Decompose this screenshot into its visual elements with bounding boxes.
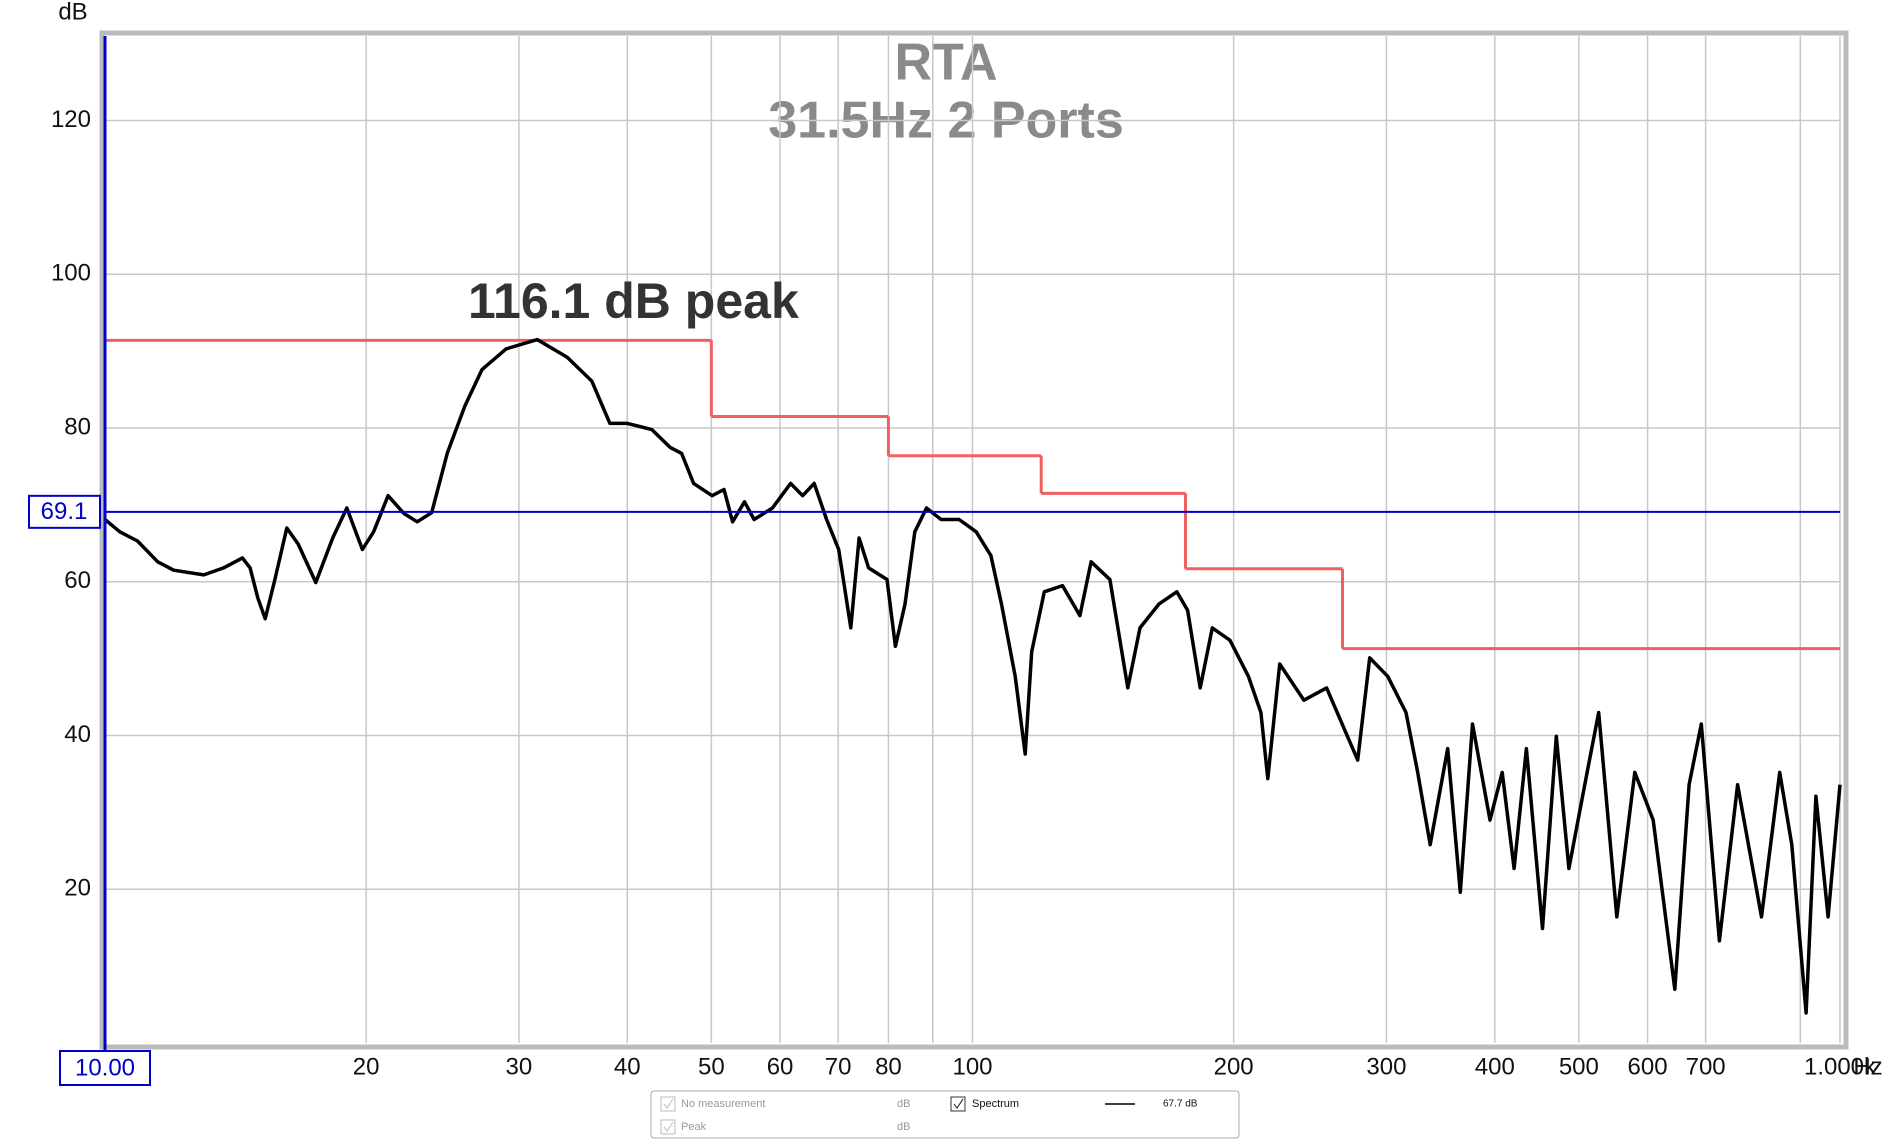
y-tick-label: 60 xyxy=(64,567,91,594)
y-tick-label: 20 xyxy=(64,875,91,902)
x-tick-label: 600 xyxy=(1628,1053,1668,1080)
check xyxy=(663,1098,674,1109)
x-tick-label: 700 xyxy=(1686,1053,1726,1080)
check xyxy=(663,1121,674,1132)
y-tick-label: 40 xyxy=(64,721,91,748)
y-tick-label: 100 xyxy=(51,260,91,287)
legend-unit: dB xyxy=(897,1121,910,1133)
legend-label: Peak xyxy=(681,1121,707,1133)
cursor-y-label: 69.1 xyxy=(41,498,88,525)
legend-label: Spectrum xyxy=(972,1098,1019,1110)
x-tick-label: 100 xyxy=(952,1053,992,1080)
x-unit: Hz xyxy=(1853,1053,1882,1080)
x-tick-label: 70 xyxy=(825,1053,852,1080)
x-tick-label: 80 xyxy=(875,1053,902,1080)
x-tick-label: 200 xyxy=(1214,1053,1254,1080)
legend-box xyxy=(650,1090,1240,1139)
y-tick-label: 80 xyxy=(64,413,91,440)
x-tick-label: 60 xyxy=(767,1053,794,1080)
y-tick-label: 120 xyxy=(51,106,91,133)
spectrum-line xyxy=(103,337,1842,1015)
cursor-x-box xyxy=(59,1050,151,1086)
x-tick-label: 300 xyxy=(1366,1053,1406,1080)
annotation: 116.1 dB peak xyxy=(468,273,799,329)
x-tick-label: 400 xyxy=(1475,1053,1515,1080)
chart-title: RTA xyxy=(894,34,997,92)
grid xyxy=(105,36,1841,1043)
cursor-y-box xyxy=(28,494,101,529)
x-tick-label: 40 xyxy=(614,1053,641,1080)
x-tick-label: 20 xyxy=(353,1053,380,1080)
x-tick-label: 500 xyxy=(1559,1053,1599,1080)
plot-frame xyxy=(99,30,1849,1050)
legend-label: No measurement xyxy=(681,1098,765,1110)
y-unit: dB xyxy=(58,0,87,25)
x-tick-label: 50 xyxy=(698,1053,725,1080)
x-tick-label: 1.000k xyxy=(1804,1053,1877,1080)
x-tick-label: 30 xyxy=(506,1053,533,1080)
cursor-x-label: 10.00 xyxy=(75,1054,135,1081)
check xyxy=(953,1098,964,1109)
legend-readout: 67.7 dB xyxy=(1163,1099,1198,1110)
legend-unit: dB xyxy=(897,1098,910,1110)
